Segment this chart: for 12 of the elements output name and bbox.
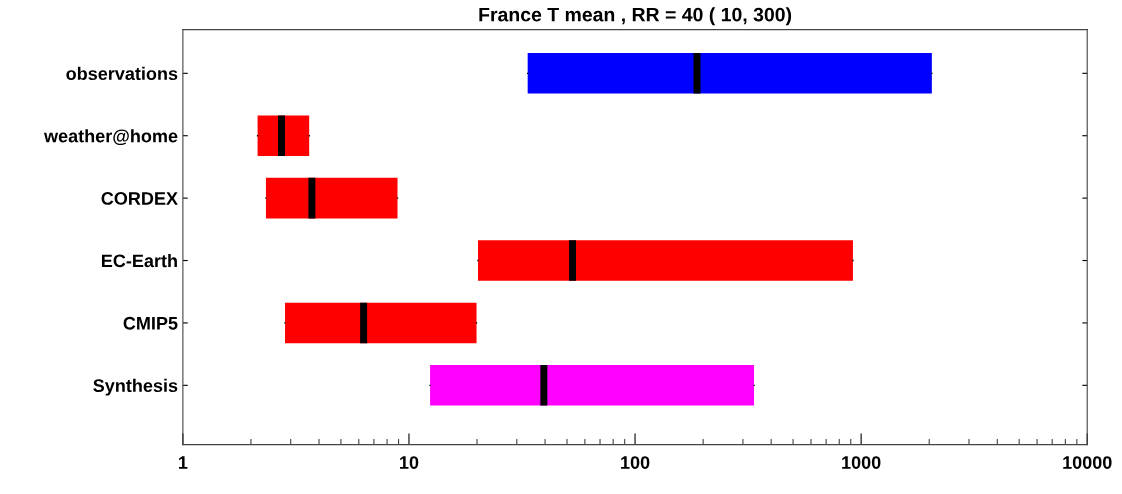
y-tick-label: CMIP5 (123, 316, 178, 330)
x-tick-label: 100 (621, 456, 650, 469)
y-tick-label: CORDEX (101, 192, 178, 205)
y-tick-label: EC-Earth (101, 253, 177, 268)
chart-title: France T mean , RR = 40 ( 10, 300) (479, 7, 792, 26)
y-tick-label: observations (66, 66, 178, 81)
x-tick-label: 10 (400, 456, 419, 469)
x-tick-label: 10000 (1063, 456, 1112, 469)
y-tick-label: Synthesis (93, 378, 178, 396)
x-tick-label: 1 (179, 456, 188, 469)
y-tick-label: weather@home (43, 129, 178, 146)
x-tick-label: 1000 (842, 456, 881, 469)
